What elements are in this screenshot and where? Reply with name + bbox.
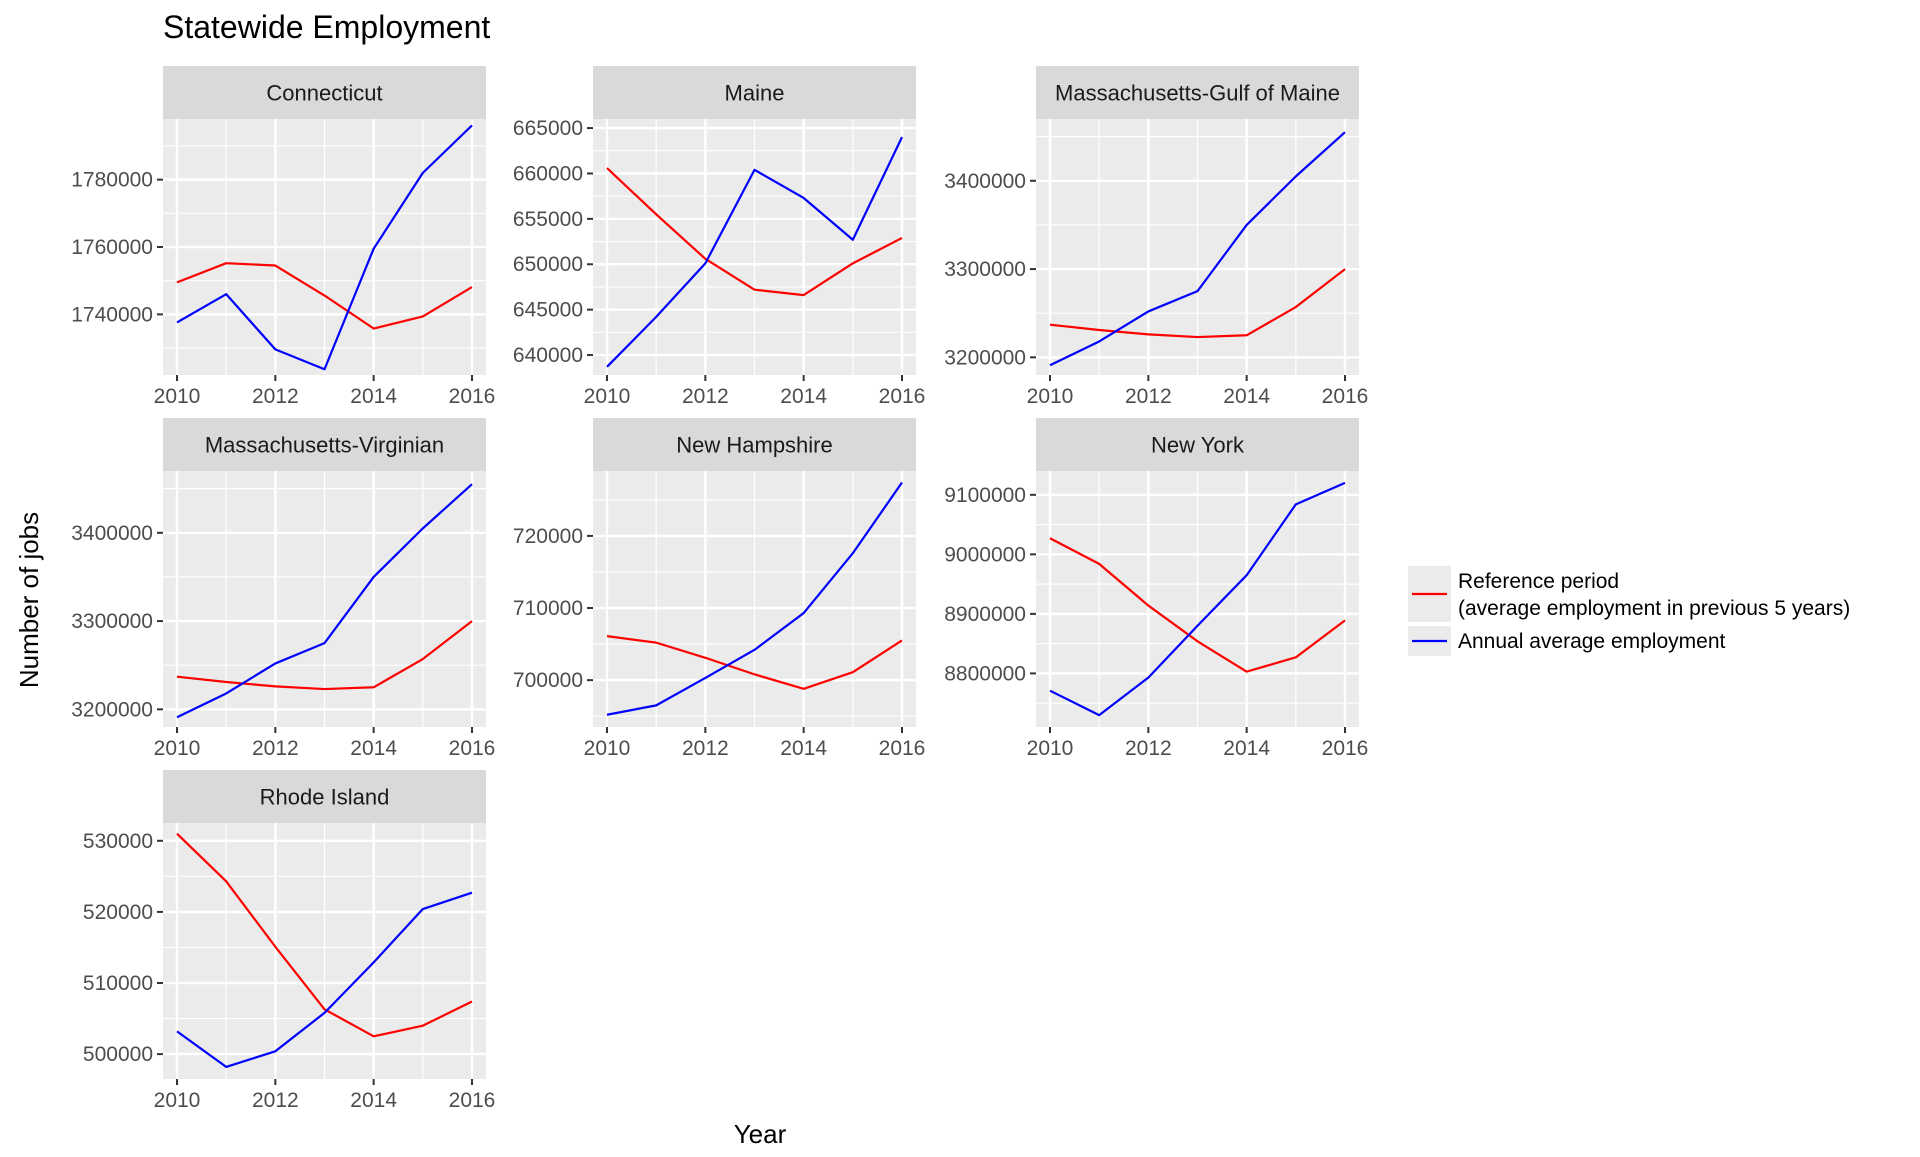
y-tick-label: 530000 bbox=[83, 830, 153, 853]
legend: Reference period (average employment in p… bbox=[1408, 566, 1850, 656]
y-tick-label: 650000 bbox=[513, 253, 583, 276]
x-tick-label: 2016 bbox=[879, 385, 926, 408]
facet-panel: New Hampshire 2010 2012 2014 2016 700000 71000… bbox=[513, 418, 925, 760]
x-tick-label: 2012 bbox=[252, 737, 299, 760]
x-tick-label: 2014 bbox=[350, 385, 397, 408]
y-tick-label: 1760000 bbox=[71, 236, 153, 259]
x-tick-label: 2010 bbox=[154, 1089, 201, 1112]
y-tick-label: 640000 bbox=[513, 344, 583, 367]
x-tick-label: 2014 bbox=[350, 1089, 397, 1112]
y-axis-label: Number of jobs bbox=[14, 512, 44, 688]
x-tick-label: 2016 bbox=[449, 1089, 496, 1112]
x-tick-label: 2010 bbox=[1027, 385, 1074, 408]
x-tick-label: 2012 bbox=[252, 385, 299, 408]
y-tick-label: 3300000 bbox=[944, 258, 1026, 281]
x-tick-label: 2012 bbox=[252, 1089, 299, 1112]
facet-strip-label: Massachusetts-Gulf of Maine bbox=[1055, 81, 1340, 106]
x-tick-label: 2014 bbox=[780, 737, 827, 760]
y-tick-label: 700000 bbox=[513, 669, 583, 692]
y-tick-label: 665000 bbox=[513, 117, 583, 140]
facet-strip-label: Massachusetts-Virginian bbox=[205, 433, 444, 458]
facet-panels: Connecticut 2010 2012 2014 2016 1740000 176000… bbox=[71, 66, 1368, 1112]
x-tick-label: 2010 bbox=[584, 737, 631, 760]
facet-panel: Rhode Island 2010 2012 2014 2016 500000 510000… bbox=[83, 770, 495, 1112]
y-tick-label: 510000 bbox=[83, 972, 153, 995]
facet-strip-label: Connecticut bbox=[266, 81, 382, 106]
chart-title: Statewide Employment bbox=[163, 9, 490, 45]
y-tick-label: 9000000 bbox=[944, 543, 1026, 566]
x-tick-label: 2016 bbox=[449, 385, 496, 408]
y-tick-label: 8900000 bbox=[944, 603, 1026, 626]
facet-panel: Connecticut 2010 2012 2014 2016 1740000 176000… bbox=[71, 66, 495, 408]
facet-strip-label: New Hampshire bbox=[676, 433, 833, 458]
y-tick-label: 1740000 bbox=[71, 303, 153, 326]
facet-panel: New York 2010 2012 2014 2016 8800000 8900000 90… bbox=[944, 418, 1368, 760]
x-axis-label: Year bbox=[734, 1119, 787, 1149]
y-tick-label: 3200000 bbox=[944, 346, 1026, 369]
y-tick-label: 520000 bbox=[83, 901, 153, 924]
facet-strip-label: Maine bbox=[725, 81, 785, 106]
legend-label: Annual average employment bbox=[1458, 630, 1725, 653]
x-tick-label: 2016 bbox=[1322, 737, 1369, 760]
legend-label: (average employment in previous 5 years) bbox=[1458, 597, 1850, 620]
facet-strip-label: New York bbox=[1151, 433, 1245, 458]
y-tick-label: 8800000 bbox=[944, 662, 1026, 685]
x-tick-label: 2014 bbox=[780, 385, 827, 408]
y-tick-label: 645000 bbox=[513, 299, 583, 322]
facet-panel: Maine 2010 2012 2014 2016 640000 645000 650000 6… bbox=[513, 66, 925, 408]
x-tick-label: 2014 bbox=[1223, 737, 1270, 760]
x-tick-label: 2010 bbox=[1027, 737, 1074, 760]
y-tick-label: 500000 bbox=[83, 1043, 153, 1066]
y-tick-label: 3400000 bbox=[71, 522, 153, 545]
y-tick-label: 9100000 bbox=[944, 484, 1026, 507]
y-tick-label: 710000 bbox=[513, 597, 583, 620]
x-tick-label: 2014 bbox=[1223, 385, 1270, 408]
x-tick-label: 2010 bbox=[154, 385, 201, 408]
x-tick-label: 2012 bbox=[682, 737, 729, 760]
x-tick-label: 2016 bbox=[1322, 385, 1369, 408]
y-tick-label: 655000 bbox=[513, 208, 583, 231]
x-tick-label: 2012 bbox=[1125, 737, 1172, 760]
x-tick-label: 2014 bbox=[350, 737, 397, 760]
facet-panel: Massachusetts-Virginian 2010 2012 2014 2016 3… bbox=[71, 418, 495, 760]
y-tick-label: 3300000 bbox=[71, 610, 153, 633]
facet-strip-label: Rhode Island bbox=[260, 785, 390, 810]
x-tick-label: 2012 bbox=[682, 385, 729, 408]
x-tick-label: 2010 bbox=[584, 385, 631, 408]
y-tick-label: 660000 bbox=[513, 162, 583, 185]
legend-label: Reference period bbox=[1458, 570, 1619, 593]
x-tick-label: 2012 bbox=[1125, 385, 1172, 408]
x-tick-label: 2016 bbox=[449, 737, 496, 760]
y-tick-label: 720000 bbox=[513, 525, 583, 548]
y-tick-label: 1780000 bbox=[71, 169, 153, 192]
y-tick-label: 3400000 bbox=[944, 170, 1026, 193]
facet-panel: Massachusetts-Gulf of Maine 2010 2012 2014 2… bbox=[944, 66, 1368, 408]
y-tick-label: 3200000 bbox=[71, 698, 153, 721]
x-tick-label: 2016 bbox=[879, 737, 926, 760]
x-tick-label: 2010 bbox=[154, 737, 201, 760]
